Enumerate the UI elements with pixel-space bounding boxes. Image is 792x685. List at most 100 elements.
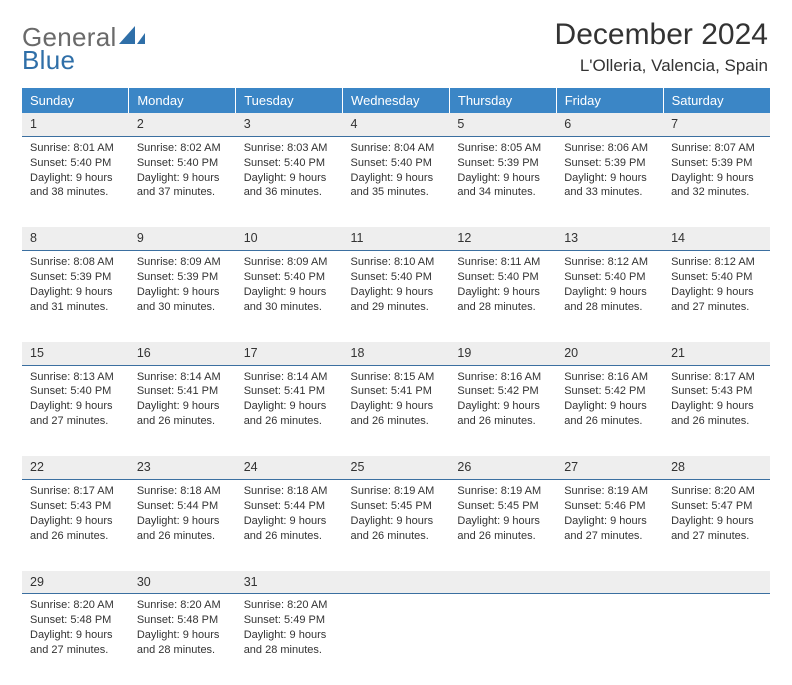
sunrise-text: Sunrise: 8:17 AM — [671, 370, 762, 385]
day-number: 1 — [22, 113, 129, 136]
daylight-line2: and 26 minutes. — [457, 529, 548, 544]
daylight-line1: Daylight: 9 hours — [671, 514, 762, 529]
day-number: 8 — [22, 226, 129, 250]
daylight-line1: Daylight: 9 hours — [30, 628, 121, 643]
daylight-line2: and 26 minutes. — [244, 414, 335, 429]
daylight-line1: Daylight: 9 hours — [30, 514, 121, 529]
day-cell: Sunrise: 8:03 AMSunset: 5:40 PMDaylight:… — [236, 136, 343, 226]
daylight-line2: and 28 minutes. — [457, 300, 548, 315]
day-cell: Sunrise: 8:20 AMSunset: 5:49 PMDaylight:… — [236, 594, 343, 684]
daylight-line1: Daylight: 9 hours — [351, 399, 442, 414]
daylight-line2: and 27 minutes. — [564, 529, 655, 544]
sunrise-text: Sunrise: 8:12 AM — [671, 255, 762, 270]
day-cell — [449, 594, 556, 684]
daylight-line2: and 26 minutes. — [564, 414, 655, 429]
daylight-line2: and 26 minutes. — [137, 529, 228, 544]
daylight-line2: and 28 minutes. — [137, 643, 228, 658]
brand-word-2: Blue — [22, 49, 75, 72]
calendar-table: Sunday Monday Tuesday Wednesday Thursday… — [22, 88, 770, 685]
daylight-line1: Daylight: 9 hours — [244, 514, 335, 529]
daylight-line1: Daylight: 9 hours — [137, 285, 228, 300]
day-cell: Sunrise: 8:19 AMSunset: 5:45 PMDaylight:… — [449, 480, 556, 570]
day-cell: Sunrise: 8:20 AMSunset: 5:47 PMDaylight:… — [663, 480, 770, 570]
day-cell — [556, 594, 663, 684]
dow-thursday: Thursday — [449, 88, 556, 113]
header: General Blue December 2024 L'Olleria, Va… — [22, 18, 770, 76]
day-cell: Sunrise: 8:11 AMSunset: 5:40 PMDaylight:… — [449, 251, 556, 341]
daylight-line1: Daylight: 9 hours — [244, 399, 335, 414]
day-number: 29 — [22, 570, 129, 594]
week-body-row: Sunrise: 8:13 AMSunset: 5:40 PMDaylight:… — [22, 365, 770, 455]
day-number: 7 — [663, 113, 770, 136]
daylight-line1: Daylight: 9 hours — [351, 285, 442, 300]
day-number: 10 — [236, 226, 343, 250]
daylight-line2: and 26 minutes. — [671, 414, 762, 429]
sunset-text: Sunset: 5:41 PM — [137, 384, 228, 399]
dow-sunday: Sunday — [22, 88, 129, 113]
daylight-line1: Daylight: 9 hours — [137, 399, 228, 414]
dow-header-row: Sunday Monday Tuesday Wednesday Thursday… — [22, 88, 770, 113]
sunset-text: Sunset: 5:40 PM — [244, 270, 335, 285]
day-cell: Sunrise: 8:05 AMSunset: 5:39 PMDaylight:… — [449, 136, 556, 226]
dow-wednesday: Wednesday — [343, 88, 450, 113]
sunrise-text: Sunrise: 8:06 AM — [564, 141, 655, 156]
daylight-line1: Daylight: 9 hours — [351, 171, 442, 186]
day-number: 20 — [556, 341, 663, 365]
daylight-line1: Daylight: 9 hours — [564, 285, 655, 300]
week-daynum-row: 15161718192021 — [22, 341, 770, 365]
daylight-line1: Daylight: 9 hours — [244, 628, 335, 643]
day-number: 18 — [343, 341, 450, 365]
day-number: 4 — [343, 113, 450, 136]
daylight-line2: and 26 minutes. — [351, 529, 442, 544]
daylight-line2: and 26 minutes. — [457, 414, 548, 429]
day-cell: Sunrise: 8:18 AMSunset: 5:44 PMDaylight:… — [129, 480, 236, 570]
sunset-text: Sunset: 5:40 PM — [244, 156, 335, 171]
week-body-row: Sunrise: 8:01 AMSunset: 5:40 PMDaylight:… — [22, 136, 770, 226]
daylight-line1: Daylight: 9 hours — [457, 171, 548, 186]
week-daynum-row: 1234567 — [22, 113, 770, 136]
week-body-row: Sunrise: 8:17 AMSunset: 5:43 PMDaylight:… — [22, 480, 770, 570]
sunrise-text: Sunrise: 8:17 AM — [30, 484, 121, 499]
daylight-line2: and 27 minutes. — [671, 300, 762, 315]
day-number: 14 — [663, 226, 770, 250]
sunset-text: Sunset: 5:42 PM — [457, 384, 548, 399]
daylight-line2: and 26 minutes. — [244, 529, 335, 544]
day-cell: Sunrise: 8:14 AMSunset: 5:41 PMDaylight:… — [236, 365, 343, 455]
sunset-text: Sunset: 5:40 PM — [671, 270, 762, 285]
sunrise-text: Sunrise: 8:19 AM — [351, 484, 442, 499]
sunset-text: Sunset: 5:45 PM — [457, 499, 548, 514]
day-number: 23 — [129, 455, 236, 479]
sunrise-text: Sunrise: 8:10 AM — [351, 255, 442, 270]
day-number: 21 — [663, 341, 770, 365]
day-cell: Sunrise: 8:06 AMSunset: 5:39 PMDaylight:… — [556, 136, 663, 226]
day-cell: Sunrise: 8:04 AMSunset: 5:40 PMDaylight:… — [343, 136, 450, 226]
day-cell: Sunrise: 8:12 AMSunset: 5:40 PMDaylight:… — [663, 251, 770, 341]
daylight-line1: Daylight: 9 hours — [457, 285, 548, 300]
sunrise-text: Sunrise: 8:11 AM — [457, 255, 548, 270]
day-cell: Sunrise: 8:01 AMSunset: 5:40 PMDaylight:… — [22, 136, 129, 226]
sunset-text: Sunset: 5:43 PM — [30, 499, 121, 514]
sunrise-text: Sunrise: 8:15 AM — [351, 370, 442, 385]
title-block: December 2024 L'Olleria, Valencia, Spain — [555, 18, 770, 76]
day-number: 5 — [449, 113, 556, 136]
daylight-line1: Daylight: 9 hours — [564, 514, 655, 529]
sunrise-text: Sunrise: 8:05 AM — [457, 141, 548, 156]
sunset-text: Sunset: 5:39 PM — [137, 270, 228, 285]
day-number: 25 — [343, 455, 450, 479]
week-body-row: Sunrise: 8:08 AMSunset: 5:39 PMDaylight:… — [22, 251, 770, 341]
daylight-line1: Daylight: 9 hours — [244, 171, 335, 186]
sunrise-text: Sunrise: 8:20 AM — [671, 484, 762, 499]
day-number: 24 — [236, 455, 343, 479]
week-body-row: Sunrise: 8:20 AMSunset: 5:48 PMDaylight:… — [22, 594, 770, 684]
day-number: 6 — [556, 113, 663, 136]
sunset-text: Sunset: 5:48 PM — [30, 613, 121, 628]
sunset-text: Sunset: 5:44 PM — [244, 499, 335, 514]
daylight-line2: and 30 minutes. — [244, 300, 335, 315]
sunrise-text: Sunrise: 8:07 AM — [671, 141, 762, 156]
sunset-text: Sunset: 5:49 PM — [244, 613, 335, 628]
day-cell: Sunrise: 8:12 AMSunset: 5:40 PMDaylight:… — [556, 251, 663, 341]
daylight-line2: and 27 minutes. — [671, 529, 762, 544]
sunset-text: Sunset: 5:40 PM — [351, 270, 442, 285]
daylight-line1: Daylight: 9 hours — [671, 399, 762, 414]
daylight-line1: Daylight: 9 hours — [671, 285, 762, 300]
